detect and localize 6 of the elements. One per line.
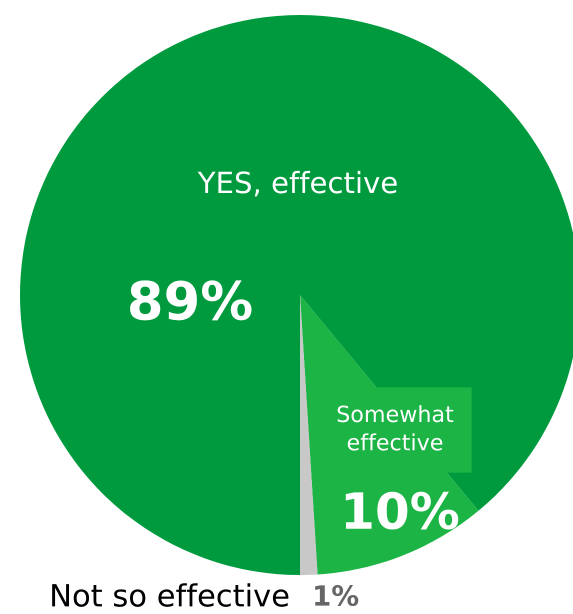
data-label: 89%: [130, 280, 252, 320]
slice-label: Not so effective: [52, 583, 288, 607]
slice-label: YES, effective: [198, 170, 397, 196]
data-label: 1%: [315, 585, 358, 606]
slice-label: Somewhat effective: [338, 405, 454, 451]
data-label: 10%: [346, 492, 458, 530]
